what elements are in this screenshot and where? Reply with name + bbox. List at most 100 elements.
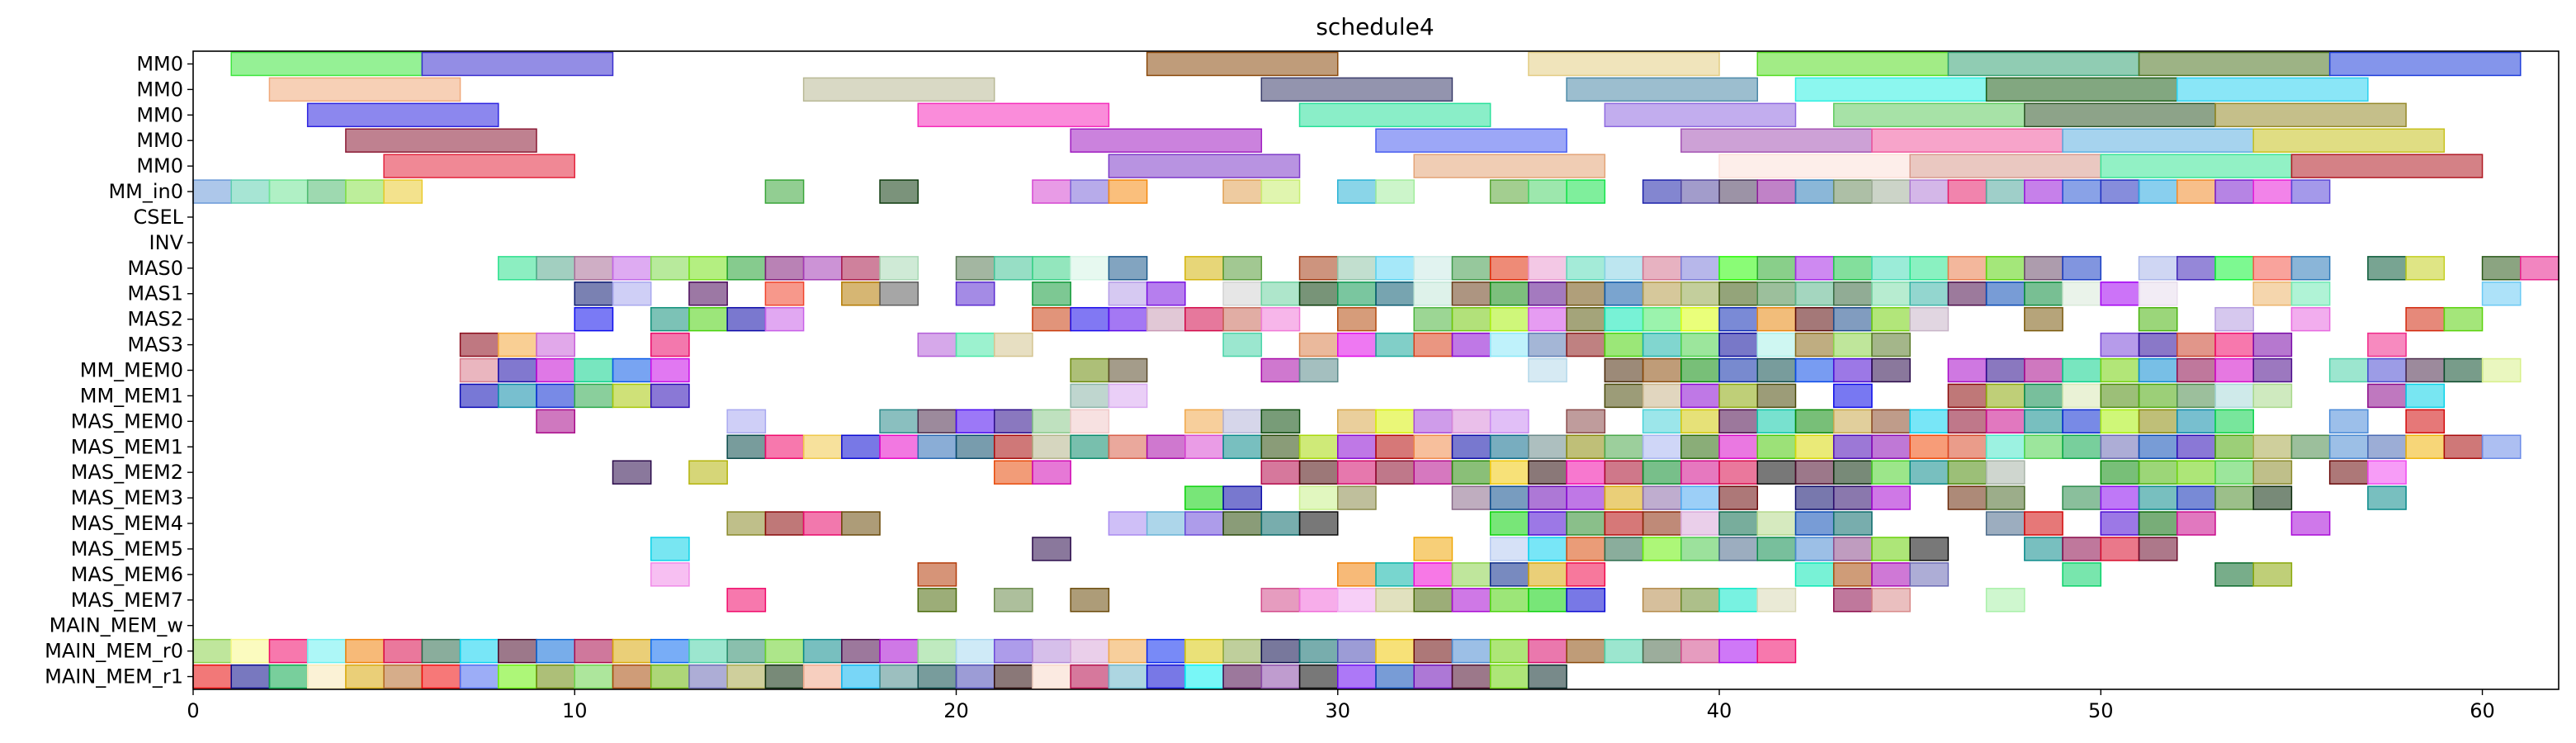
task-bar xyxy=(1413,256,1453,281)
task-bar xyxy=(2290,434,2331,459)
task-bar xyxy=(1070,128,1263,153)
task-bar xyxy=(612,664,652,689)
task-bar xyxy=(1871,179,1911,204)
task-bar xyxy=(2214,332,2254,357)
task-bar xyxy=(1260,357,1301,383)
task-bar xyxy=(1680,511,1720,536)
task-bar xyxy=(498,664,537,689)
task-bar xyxy=(1528,588,1567,613)
task-bar xyxy=(2100,154,2293,178)
task-bar xyxy=(1260,179,1301,204)
y-tick-label: MAS3 xyxy=(127,334,183,357)
y-tick-label: MAS1 xyxy=(127,282,183,305)
task-bar xyxy=(1871,332,1911,357)
task-bar xyxy=(802,638,843,664)
task-bar xyxy=(421,638,461,664)
task-bar xyxy=(536,357,576,383)
y-tick-label: CSEL xyxy=(133,206,183,229)
task-bar xyxy=(1718,179,1759,204)
task-bar xyxy=(1985,511,2025,536)
task-bar xyxy=(2214,179,2254,204)
task-bar xyxy=(1947,409,1988,434)
task-bar xyxy=(2214,460,2254,485)
task-bar xyxy=(1947,460,1988,485)
task-bar xyxy=(1375,664,1415,689)
task-bar xyxy=(2214,357,2254,383)
task-bar xyxy=(1794,485,1835,510)
task-bar xyxy=(1832,332,1873,357)
task-bar xyxy=(1604,383,1644,409)
task-bar xyxy=(1794,460,1835,485)
task-bar xyxy=(1794,306,1835,332)
task-bar xyxy=(1566,537,1606,561)
task-bar xyxy=(1566,409,1606,434)
task-bar xyxy=(1337,282,1377,306)
task-bar xyxy=(1260,77,1453,102)
x-tick-label: 20 xyxy=(943,699,969,722)
task-bar xyxy=(1947,256,1988,281)
task-bar xyxy=(2176,434,2216,459)
task-bar xyxy=(383,179,423,204)
task-bar xyxy=(1909,154,2102,178)
y-tick-label: MAS_MEM0 xyxy=(71,409,183,433)
task-bar xyxy=(650,256,690,281)
task-bar xyxy=(1298,664,1339,689)
y-tick-label: MAS_MEM7 xyxy=(71,589,183,612)
task-bar xyxy=(802,256,843,281)
task-bar xyxy=(1528,282,1567,306)
task-bar xyxy=(688,460,728,485)
task-bar xyxy=(2138,409,2178,434)
task-bar xyxy=(2367,256,2407,281)
y-tick-label: MAIN_MEM_w xyxy=(50,614,183,637)
task-bar xyxy=(1146,638,1186,664)
task-bar xyxy=(1070,638,1110,664)
task-bar xyxy=(2024,256,2063,281)
y-tick-label: MAS_MEM6 xyxy=(71,563,183,586)
task-bar xyxy=(2100,511,2140,536)
task-bar xyxy=(1032,638,1071,664)
task-bar xyxy=(1642,282,1682,306)
task-bar xyxy=(955,256,995,281)
task-bar xyxy=(1718,588,1759,613)
task-bar xyxy=(2176,77,2369,102)
task-bar xyxy=(1642,256,1682,281)
task-bar xyxy=(268,77,461,102)
task-bar xyxy=(230,51,423,77)
task-bar xyxy=(2138,511,2178,536)
task-bar xyxy=(498,638,537,664)
task-bar xyxy=(764,179,805,204)
task-bar xyxy=(1184,409,1224,434)
task-bar xyxy=(1298,588,1339,613)
task-bar xyxy=(1756,434,1797,459)
task-bar xyxy=(1909,179,1950,204)
y-tick-label: MAIN_MEM_r1 xyxy=(45,665,183,689)
task-bar xyxy=(2367,460,2407,485)
task-bar xyxy=(1604,282,1644,306)
task-bar xyxy=(1566,460,1606,485)
task-bar xyxy=(1451,409,1491,434)
task-bar xyxy=(1298,282,1339,306)
task-bar xyxy=(726,638,767,664)
task-bar xyxy=(955,282,995,306)
task-bar xyxy=(1222,434,1263,459)
task-bar xyxy=(1947,357,1988,383)
task-bar xyxy=(345,179,385,204)
task-bar xyxy=(1680,282,1720,306)
task-bar xyxy=(1451,664,1491,689)
task-bar xyxy=(2062,409,2102,434)
task-bar xyxy=(1184,638,1224,664)
task-bar xyxy=(1642,409,1682,434)
task-bar xyxy=(1528,51,1720,77)
task-bar xyxy=(498,383,537,409)
task-bar xyxy=(1680,256,1720,281)
task-bar xyxy=(2176,332,2216,357)
task-bar xyxy=(879,409,919,434)
task-bar xyxy=(1375,128,1567,153)
task-bar xyxy=(1337,409,1377,434)
task-bar xyxy=(268,179,309,204)
task-bar xyxy=(1375,588,1415,613)
task-bar xyxy=(1146,511,1186,536)
task-bar xyxy=(1832,357,1873,383)
task-bar xyxy=(1298,485,1339,510)
task-bar xyxy=(2367,357,2407,383)
